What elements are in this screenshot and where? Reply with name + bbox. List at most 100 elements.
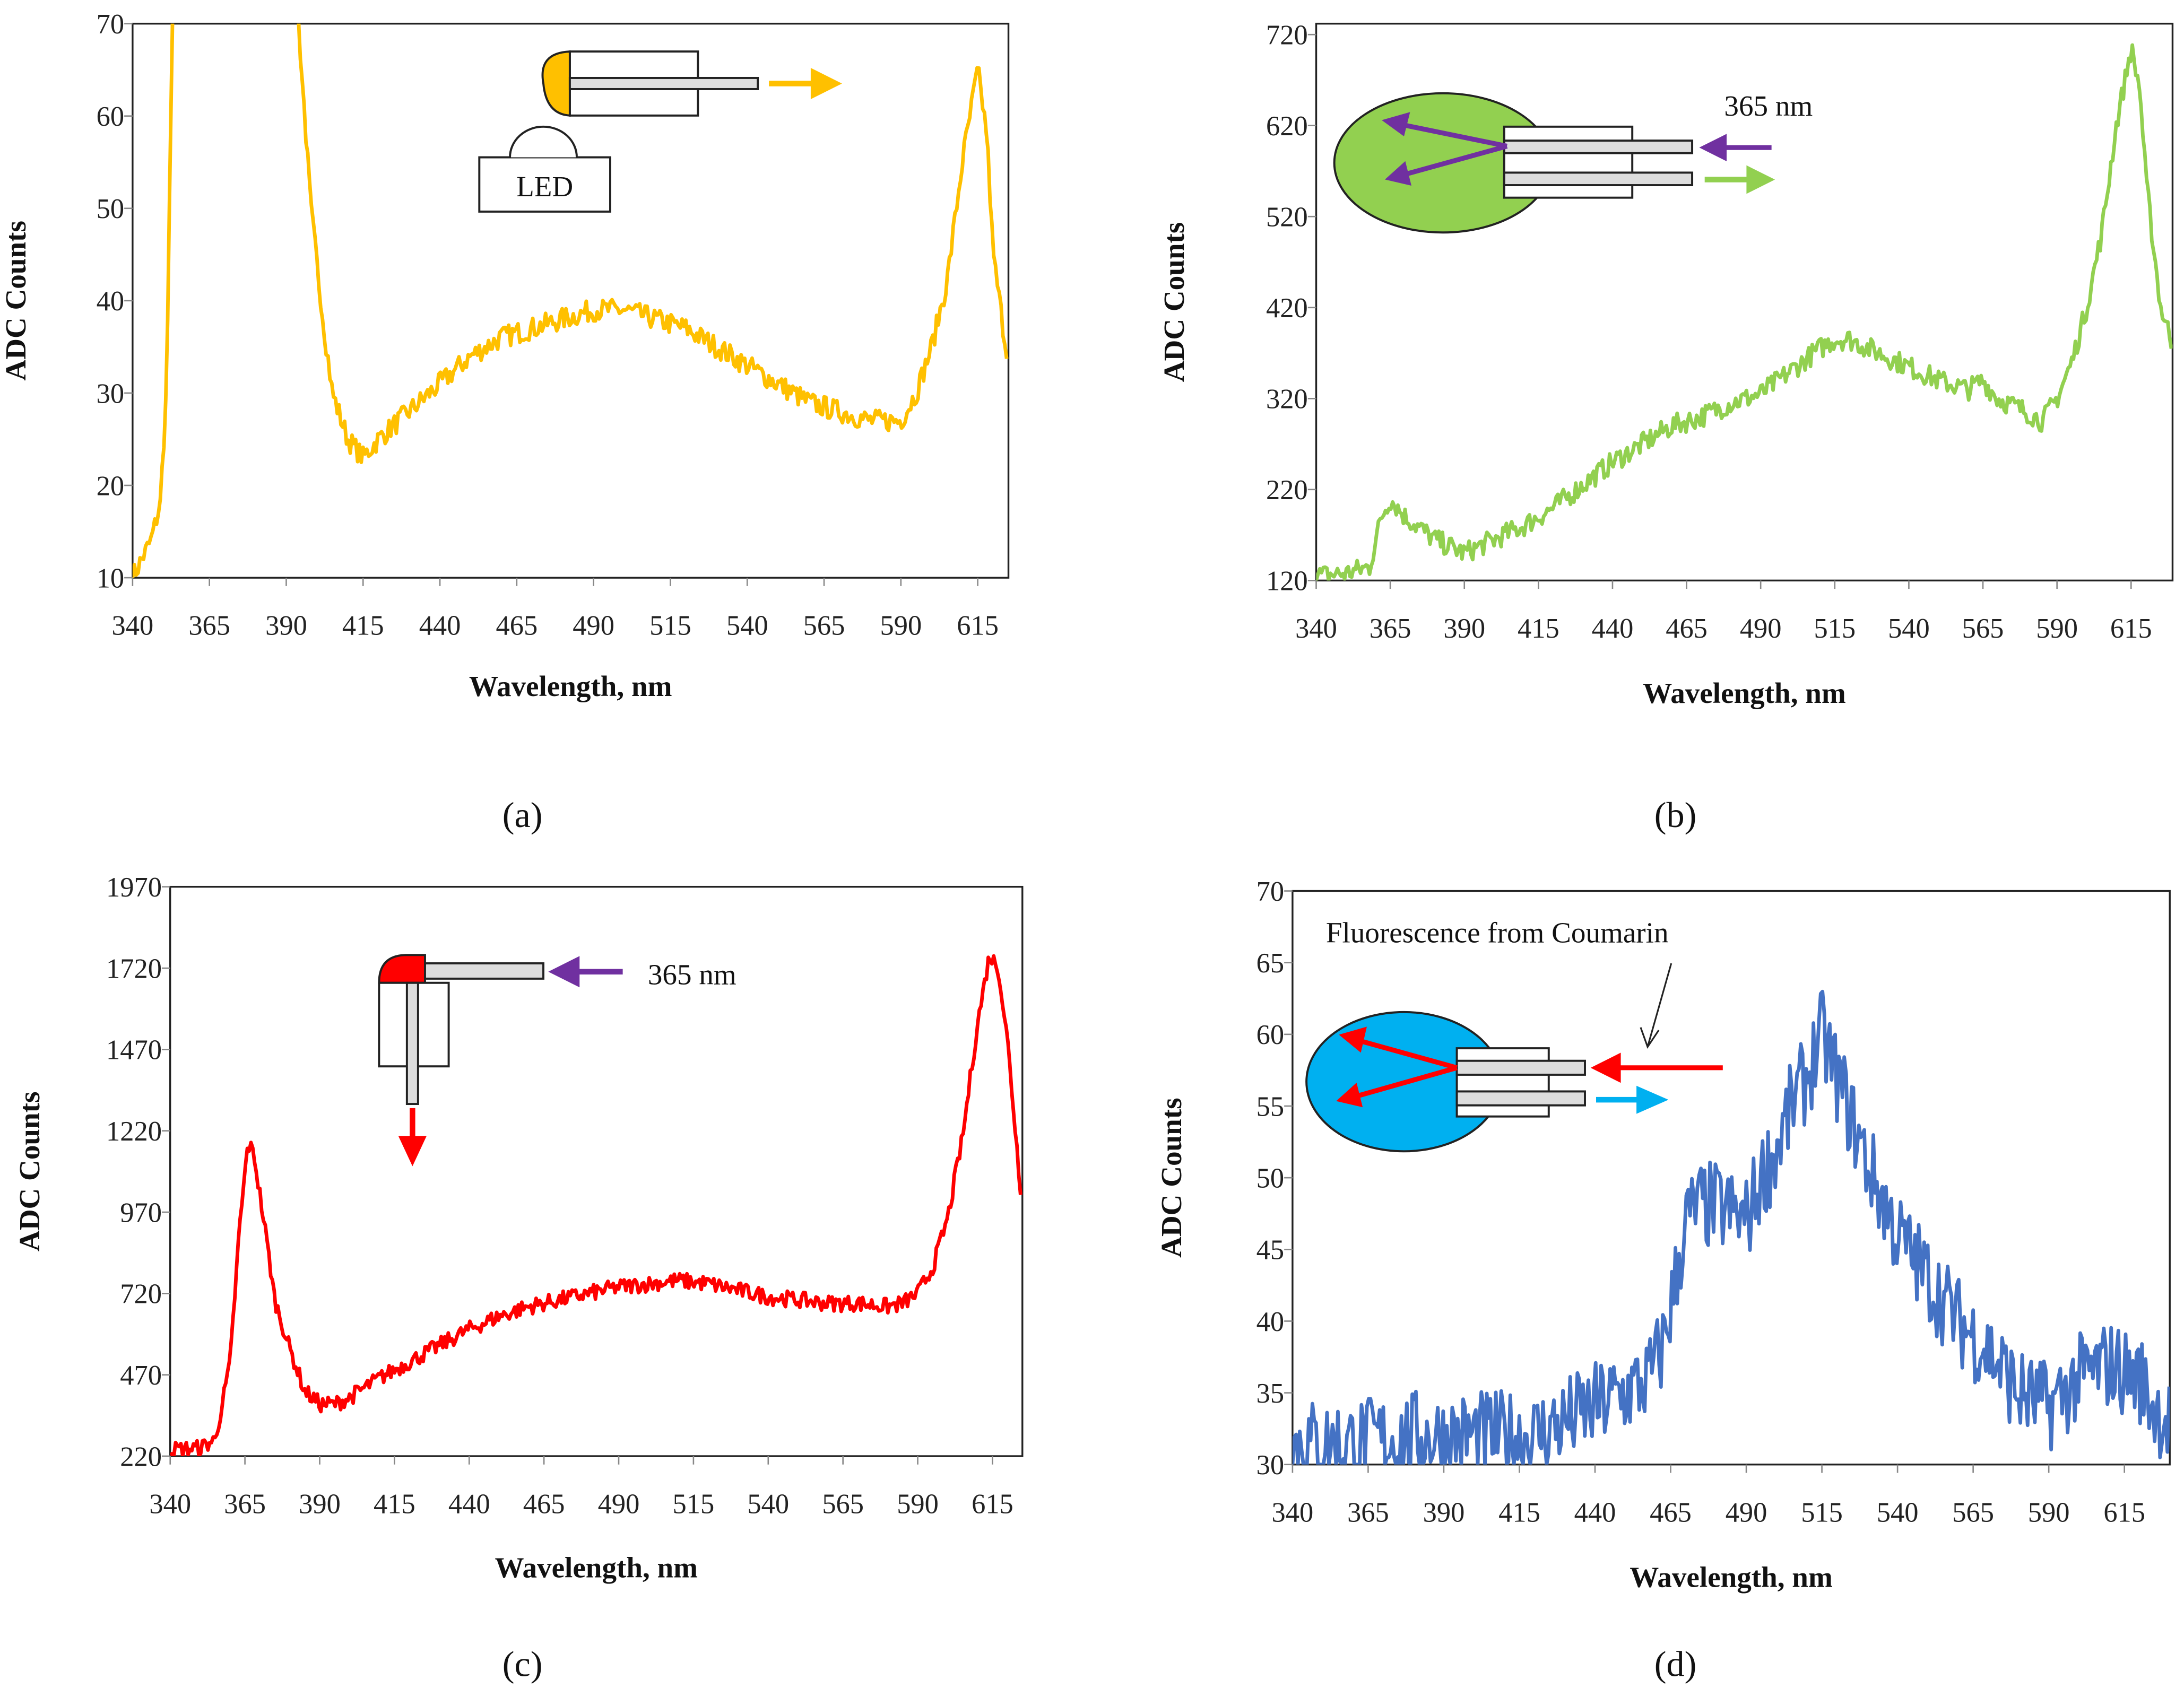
x-tick-label: 490 <box>1740 613 1782 644</box>
collection-fiber <box>1503 171 1694 186</box>
excitation-arrow-icon <box>548 956 623 988</box>
y-tick-label: 30 <box>1256 1450 1284 1481</box>
y-tick-label: 70 <box>97 9 124 40</box>
x-tick-label: 540 <box>747 1489 789 1520</box>
panel-caption: (b) <box>1654 795 1697 835</box>
y-tick-label: 520 <box>1266 202 1308 233</box>
x-tick-label: 540 <box>1888 613 1930 644</box>
chart-panel-d: 30 35 40 45 50 55 60 65 70 340 365 390 415 440 465 490 5… <box>1155 876 2171 1684</box>
excitation-label: 365 nm <box>1724 90 1813 122</box>
x-tick-label: 415 <box>1498 1497 1540 1528</box>
inset-a-led-diagram: LED <box>478 50 842 213</box>
x-tick-label: 415 <box>342 611 384 641</box>
x-tick-label: 365 <box>224 1489 266 1520</box>
x-tick-label: 615 <box>972 1489 1013 1520</box>
emission-arrow-icon <box>1704 165 1775 194</box>
x-tick-label: 365 <box>1370 613 1411 644</box>
y-axis-title: ADC Counts <box>1155 1098 1188 1258</box>
x-tick-label: 465 <box>1650 1497 1692 1528</box>
y-tick-label: 45 <box>1256 1235 1284 1266</box>
x-tick-label: 490 <box>1726 1497 1767 1528</box>
x-axis-title: Wavelength, nm <box>1643 677 1846 709</box>
y-tick-label: 420 <box>1266 293 1308 324</box>
x-tick-label: 490 <box>573 611 614 641</box>
y-tick-label: 65 <box>1256 948 1284 979</box>
x-tick-label: 390 <box>1423 1497 1465 1528</box>
y-tick-label: 1220 <box>106 1116 162 1147</box>
excitation-fiber <box>424 962 545 980</box>
y-tick-label: 320 <box>1266 384 1308 415</box>
chart-panel-a: 10 20 30 40 50 60 70 340 365 390 415 440 465 490 515 54… <box>0 9 1010 835</box>
x-tick-label: 615 <box>957 611 999 641</box>
excitation-arrow-icon <box>1699 134 1772 161</box>
x-tick-label: 615 <box>2110 613 2152 644</box>
panel-caption: (a) <box>502 795 543 835</box>
x-tick-label: 590 <box>880 611 922 641</box>
x-tick-label: 365 <box>1347 1497 1389 1528</box>
y-axis-title: ADC Counts <box>1158 222 1190 382</box>
panel-caption: (d) <box>1654 1644 1697 1684</box>
y-tick-label: 1470 <box>106 1035 162 1066</box>
x-tick-label: 390 <box>299 1489 341 1520</box>
x-tick-label: 515 <box>1801 1497 1843 1528</box>
x-tick-label: 465 <box>496 611 538 641</box>
y-tick-label: 60 <box>97 101 124 132</box>
arrowhead-icon <box>1384 161 1411 186</box>
x-tick-label: 340 <box>1272 1497 1314 1528</box>
y-tick-label: 470 <box>120 1360 162 1391</box>
arrowhead-icon <box>1382 112 1410 137</box>
annotation-label: Fluorescence from Coumarin <box>1326 917 1669 949</box>
fiber-holder <box>1503 125 1634 199</box>
led-box <box>478 156 611 213</box>
y-tick-label: 620 <box>1266 111 1308 142</box>
excitation-fiber <box>1503 140 1694 154</box>
collection-fiber <box>405 981 419 1106</box>
y-tick-label: 20 <box>97 471 124 501</box>
arrowhead-icon <box>1339 1026 1367 1053</box>
inset-b-probe-diagram: 365 nm <box>1333 90 1813 234</box>
led-dome <box>509 125 578 158</box>
y-axis-title: ADC Counts <box>0 221 32 381</box>
excitation-fiber <box>1455 1059 1586 1076</box>
y-tick-label: 40 <box>97 286 124 317</box>
x-tick-label: 365 <box>188 611 230 641</box>
series-line <box>132 23 1009 578</box>
y-tick-label: 10 <box>97 563 124 594</box>
x-tick-label: 490 <box>598 1489 640 1520</box>
x-tick-label: 465 <box>523 1489 565 1520</box>
x-tick-label: 390 <box>1443 613 1485 644</box>
y-tick-label: 1720 <box>106 953 162 984</box>
series-line <box>1292 989 2170 1465</box>
y-tick-label: 50 <box>97 194 124 224</box>
y-tick-label: 55 <box>1256 1091 1284 1122</box>
x-tick-label: 515 <box>1814 613 1856 644</box>
excitation-label: 365 nm <box>648 958 736 990</box>
y-tick-label: 70 <box>1256 876 1284 907</box>
x-tick-label: 415 <box>374 1489 415 1520</box>
x-tick-label: 565 <box>822 1489 864 1520</box>
led-label: LED <box>516 170 573 203</box>
y-axis-title: ADC Counts <box>13 1092 46 1252</box>
y-tick-label: 30 <box>97 378 124 409</box>
y-tick-label: 1970 <box>106 872 162 903</box>
x-tick-label: 590 <box>2036 613 2078 644</box>
x-tick-label: 340 <box>112 611 154 641</box>
x-tick-label: 340 <box>1295 613 1337 644</box>
x-tick-label: 340 <box>149 1489 191 1520</box>
x-axis-title: Wavelength, nm <box>1630 1561 1833 1594</box>
x-tick-label: 440 <box>1574 1497 1616 1528</box>
x-axis-title: Wavelength, nm <box>469 670 672 702</box>
inset-c-probe-diagram: 365 nm <box>378 954 736 1167</box>
x-tick-label: 565 <box>1952 1497 1994 1528</box>
y-tick-label: 120 <box>1266 566 1308 597</box>
x-tick-label: 590 <box>2028 1497 2070 1528</box>
x-tick-label: 540 <box>1877 1497 1919 1528</box>
excitation-arrow-icon <box>1590 1052 1723 1083</box>
x-tick-label: 415 <box>1518 613 1559 644</box>
y-tick-label: 220 <box>120 1441 162 1472</box>
y-tick-label: 40 <box>1256 1307 1284 1337</box>
arrowhead-icon <box>1336 1083 1363 1108</box>
emission-arrow-icon <box>1596 1085 1669 1114</box>
panel-caption: (c) <box>502 1644 543 1684</box>
y-tick-label: 220 <box>1266 475 1308 506</box>
